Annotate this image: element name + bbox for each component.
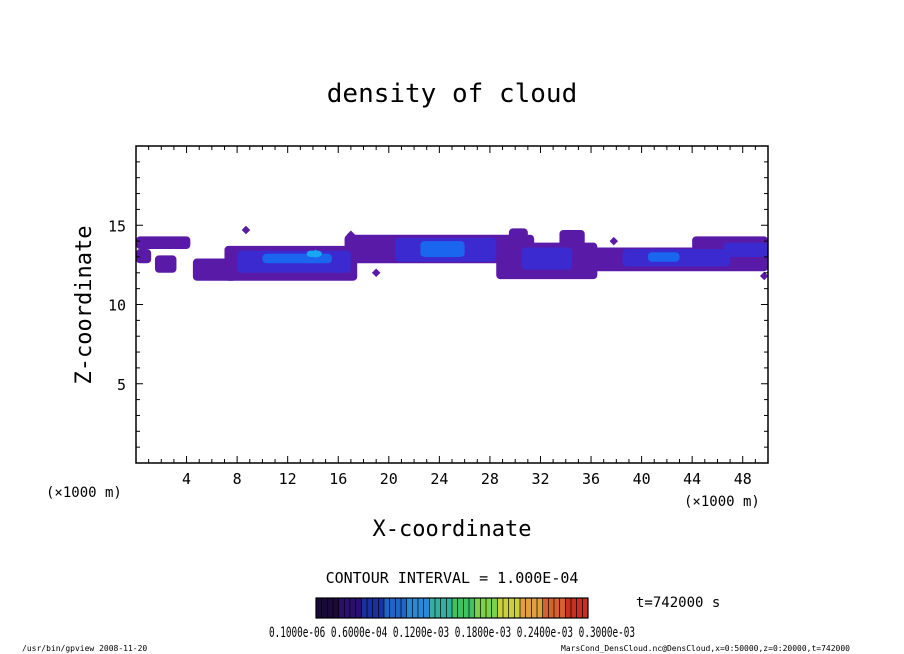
cloud-speck xyxy=(241,225,251,235)
x-tick-label: 48 xyxy=(734,470,752,488)
y-tick-labels: 5 10 15 xyxy=(108,217,126,394)
contour-interval-text: CONTOUR INTERVAL = 1.000E-04 xyxy=(326,569,579,587)
colorbar-segment xyxy=(344,598,351,618)
cloud-band xyxy=(136,236,191,250)
cloud-band xyxy=(262,253,332,264)
colorbar-segment xyxy=(418,598,425,618)
x-tick-label: 36 xyxy=(582,470,600,488)
axis-ticks xyxy=(136,146,768,463)
colorbar-segment xyxy=(463,598,470,618)
colorbar-segment xyxy=(480,598,487,618)
colorbar xyxy=(315,597,589,619)
colorbar-segment xyxy=(520,598,527,618)
x-unit-label: (×1000 m) xyxy=(684,494,760,510)
colorbar-labels: 0.1000e-06 0.6000e-04 0.1200e-03 0.1800e… xyxy=(269,625,635,641)
colorbar-segment xyxy=(542,598,549,618)
x-tick-label: 12 xyxy=(279,470,297,488)
colorbar-segment xyxy=(565,598,572,618)
colorbar-segment xyxy=(469,598,476,618)
colorbar-segment xyxy=(406,598,413,618)
footer-right: MarsCond_DensCloud.nc@DensCloud,x=0:5000… xyxy=(561,644,850,653)
colorbar-segment xyxy=(372,598,379,618)
colorbar-segment xyxy=(378,598,385,618)
x-tick-label: 44 xyxy=(683,470,701,488)
colorbar-segment xyxy=(440,598,447,618)
colorbar-segment xyxy=(446,598,453,618)
cloud-band xyxy=(559,230,585,250)
colorbar-segment xyxy=(554,598,561,618)
colorbar-segment xyxy=(457,598,464,618)
x-tick-labels: 4 8 12 16 20 24 28 32 36 40 44 48 xyxy=(182,470,752,488)
colorbar-segment xyxy=(401,598,408,618)
colorbar-segment xyxy=(333,598,340,618)
x-tick-label: 8 xyxy=(233,470,242,488)
colorbar-segment xyxy=(423,598,430,618)
x-tick-label: 24 xyxy=(430,470,448,488)
y-tick-label: 15 xyxy=(108,217,126,235)
x-tick-label: 16 xyxy=(329,470,347,488)
x-tick-label: 4 xyxy=(182,470,191,488)
cloud-band xyxy=(647,252,680,262)
colorbar-segment xyxy=(350,598,357,618)
cloud-speck xyxy=(609,236,619,246)
colorbar-segment xyxy=(361,598,368,618)
colorbar-segment xyxy=(429,598,436,618)
cloud-band xyxy=(420,241,465,257)
cloud-density-field xyxy=(136,225,769,281)
colorbar-segment xyxy=(525,598,532,618)
colorbar-segment xyxy=(503,598,510,618)
colorbar-segment xyxy=(491,598,498,618)
cloud-speck xyxy=(759,271,769,281)
colorbar-segment xyxy=(486,598,493,618)
x-tick-label: 40 xyxy=(633,470,651,488)
time-label: t=742000 s xyxy=(636,595,720,611)
colorbar-segment xyxy=(384,598,391,618)
x-tick-label: 28 xyxy=(481,470,499,488)
cloud-speck xyxy=(346,230,356,240)
colorbar-segment xyxy=(395,598,402,618)
colorbar-segment xyxy=(514,598,521,618)
colorbar-segment xyxy=(508,598,515,618)
x-tick-label: 32 xyxy=(531,470,549,488)
colorbar-segment xyxy=(576,598,583,618)
colorbar-segment xyxy=(327,598,334,618)
cloud-band xyxy=(508,228,528,242)
colorbar-segment xyxy=(412,598,419,618)
y-axis-label: Z-coordinate xyxy=(72,226,97,385)
cloud-band xyxy=(521,247,573,270)
colorbar-segment xyxy=(321,598,328,618)
colorbar-frame xyxy=(315,597,589,619)
colorbar-segment xyxy=(338,598,345,618)
cloud-band xyxy=(136,249,152,264)
y-tick-label: 5 xyxy=(117,376,126,394)
cloud-speck xyxy=(311,249,320,259)
cloud-speck xyxy=(371,268,381,278)
cloud-band xyxy=(723,242,768,257)
colorbar-segment xyxy=(537,598,544,618)
footer-left: /usr/bin/gpview 2008-11-20 xyxy=(22,644,147,653)
colorbar-segment xyxy=(316,598,323,618)
plot-frame xyxy=(135,145,769,464)
y-unit-label: (×1000 m) xyxy=(46,485,122,501)
chart-title: density of cloud xyxy=(327,79,577,109)
x-axis-label: X-coordinate xyxy=(373,517,532,542)
colorbar-segment xyxy=(531,598,538,618)
colorbar-segment xyxy=(548,598,555,618)
x-tick-label: 20 xyxy=(380,470,398,488)
colorbar-segment xyxy=(497,598,504,618)
colorbar-segment xyxy=(389,598,396,618)
colorbar-segment xyxy=(571,598,578,618)
colorbar-segment xyxy=(474,598,481,618)
colorbar-segment xyxy=(559,598,566,618)
cloud-band xyxy=(154,255,177,273)
colorbar-segment xyxy=(435,598,442,618)
colorbar-segment xyxy=(582,598,589,618)
colorbar-segment xyxy=(355,598,362,618)
colorbar-segment xyxy=(367,598,374,618)
y-tick-label: 10 xyxy=(108,297,126,315)
colorbar-segment xyxy=(452,598,459,618)
